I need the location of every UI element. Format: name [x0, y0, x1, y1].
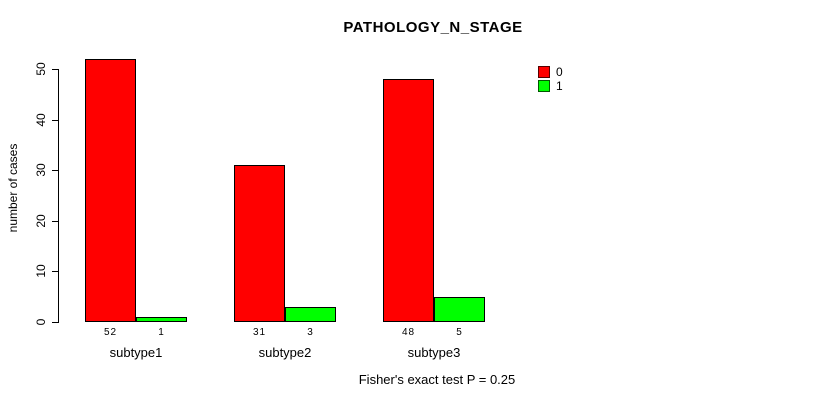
legend-swatch-0 — [538, 66, 550, 78]
value-label-subtype1-0: 52 — [103, 327, 118, 338]
y-tick-0 — [52, 322, 58, 323]
y-axis-label: number of cases — [6, 143, 20, 233]
y-tick-20 — [52, 220, 58, 222]
y-tick-30 — [52, 170, 58, 172]
bar-subtype3-0 — [383, 79, 434, 322]
legend-label-1: 1 — [556, 79, 563, 93]
bar-subtype1-1 — [136, 317, 187, 322]
category-label-subtype1: subtype1 — [109, 345, 163, 360]
y-tick-label-0: 0 — [34, 318, 48, 326]
y-tick-10 — [52, 271, 58, 273]
y-tick-label-10: 10 — [34, 264, 48, 279]
bar-subtype3-1 — [434, 297, 485, 322]
y-tick-50 — [52, 69, 58, 70]
value-label-subtype2-1: 3 — [307, 327, 314, 338]
legend: 0 1 — [538, 66, 563, 92]
value-label-subtype2-0: 31 — [252, 327, 267, 338]
y-tick-label-20: 20 — [34, 214, 48, 228]
bar-subtype2-1 — [285, 307, 336, 322]
y-tick-label-30: 30 — [34, 163, 48, 177]
legend-item-0: 0 — [538, 66, 563, 78]
bar-subtype1-0 — [85, 59, 136, 322]
value-label-subtype3-0: 48 — [401, 327, 416, 338]
category-label-subtype2: subtype2 — [258, 345, 312, 360]
value-label-subtype3-1: 5 — [456, 327, 463, 338]
y-tick-label-40: 40 — [34, 112, 48, 127]
y-tick-label-50: 50 — [34, 62, 48, 76]
y-tick-40 — [52, 119, 58, 121]
bar-subtype2-0 — [234, 165, 285, 322]
category-label-subtype3: subtype3 — [407, 345, 461, 360]
legend-label-0: 0 — [556, 65, 563, 79]
legend-swatch-1 — [538, 80, 550, 92]
legend-item-1: 1 — [538, 80, 563, 92]
value-label-subtype1-1: 1 — [158, 327, 165, 338]
footnote: Fisher's exact test P = 0.25 — [358, 372, 516, 387]
chart-title: PATHOLOGY_N_STAGE — [343, 19, 523, 36]
y-axis-line — [58, 69, 59, 323]
